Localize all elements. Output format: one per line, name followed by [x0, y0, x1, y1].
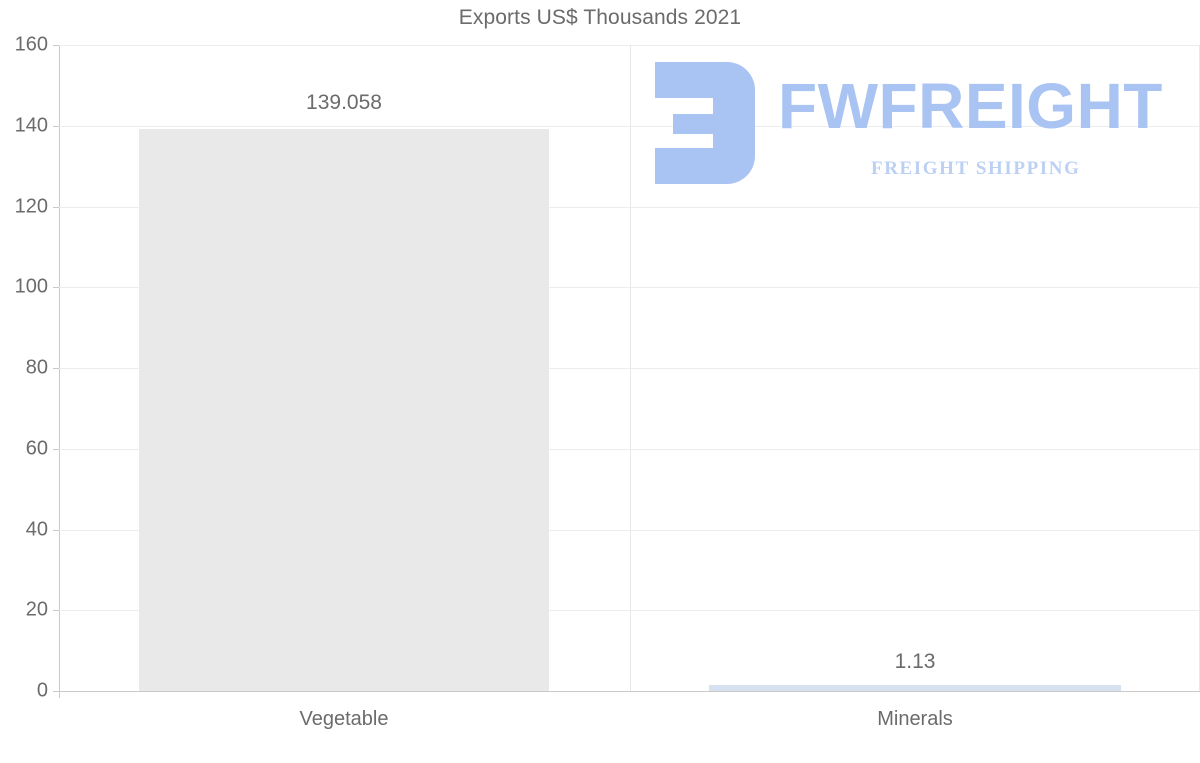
y-tick-label-100: 100 [14, 275, 48, 298]
bar-vegetable[interactable] [139, 129, 549, 691]
bar-value-label-vegetable: 139.058 [306, 91, 382, 114]
gridline-80 [59, 368, 1200, 369]
gridline-140 [59, 126, 1200, 127]
y-tick-mark-0 [53, 691, 59, 692]
gridline-60 [59, 449, 1200, 450]
y-tick-mark-100 [53, 287, 59, 288]
y-tick-mark-160 [53, 45, 59, 46]
axis-baseline [59, 691, 1200, 692]
gridline-40 [59, 530, 1200, 531]
y-tick-label-0: 0 [36, 679, 48, 702]
y-axis-line [59, 45, 60, 698]
y-tick-label-160: 160 [14, 33, 48, 56]
x-tick-label-vegetable: Vegetable [299, 708, 389, 730]
y-tick-mark-20 [53, 610, 59, 611]
vertical-gridline-category-split [630, 45, 631, 691]
y-tick-mark-140 [53, 126, 59, 127]
chart-title: Exports US$ Thousands 2021 [458, 6, 742, 29]
y-tick-label-80: 80 [25, 356, 48, 379]
y-tick-mark-40 [53, 530, 59, 531]
gridline-20 [59, 610, 1200, 611]
plot-area [59, 45, 1200, 692]
bar-value-label-minerals: 1.13 [894, 650, 936, 673]
y-tick-mark-120 [53, 207, 59, 208]
y-tick-mark-60 [53, 449, 59, 450]
y-tick-label-40: 40 [25, 518, 48, 541]
gridline-160 [59, 45, 1200, 46]
gridline-120 [59, 207, 1200, 208]
bar-minerals[interactable] [709, 685, 1121, 691]
y-tick-mark-80 [53, 368, 59, 369]
gridline-100 [59, 287, 1200, 288]
y-tick-label-60: 60 [25, 437, 48, 460]
y-tick-label-120: 120 [14, 195, 48, 218]
y-tick-label-140: 140 [14, 114, 48, 137]
y-tick-label-20: 20 [25, 598, 48, 621]
x-tick-label-minerals: Minerals [877, 708, 953, 730]
